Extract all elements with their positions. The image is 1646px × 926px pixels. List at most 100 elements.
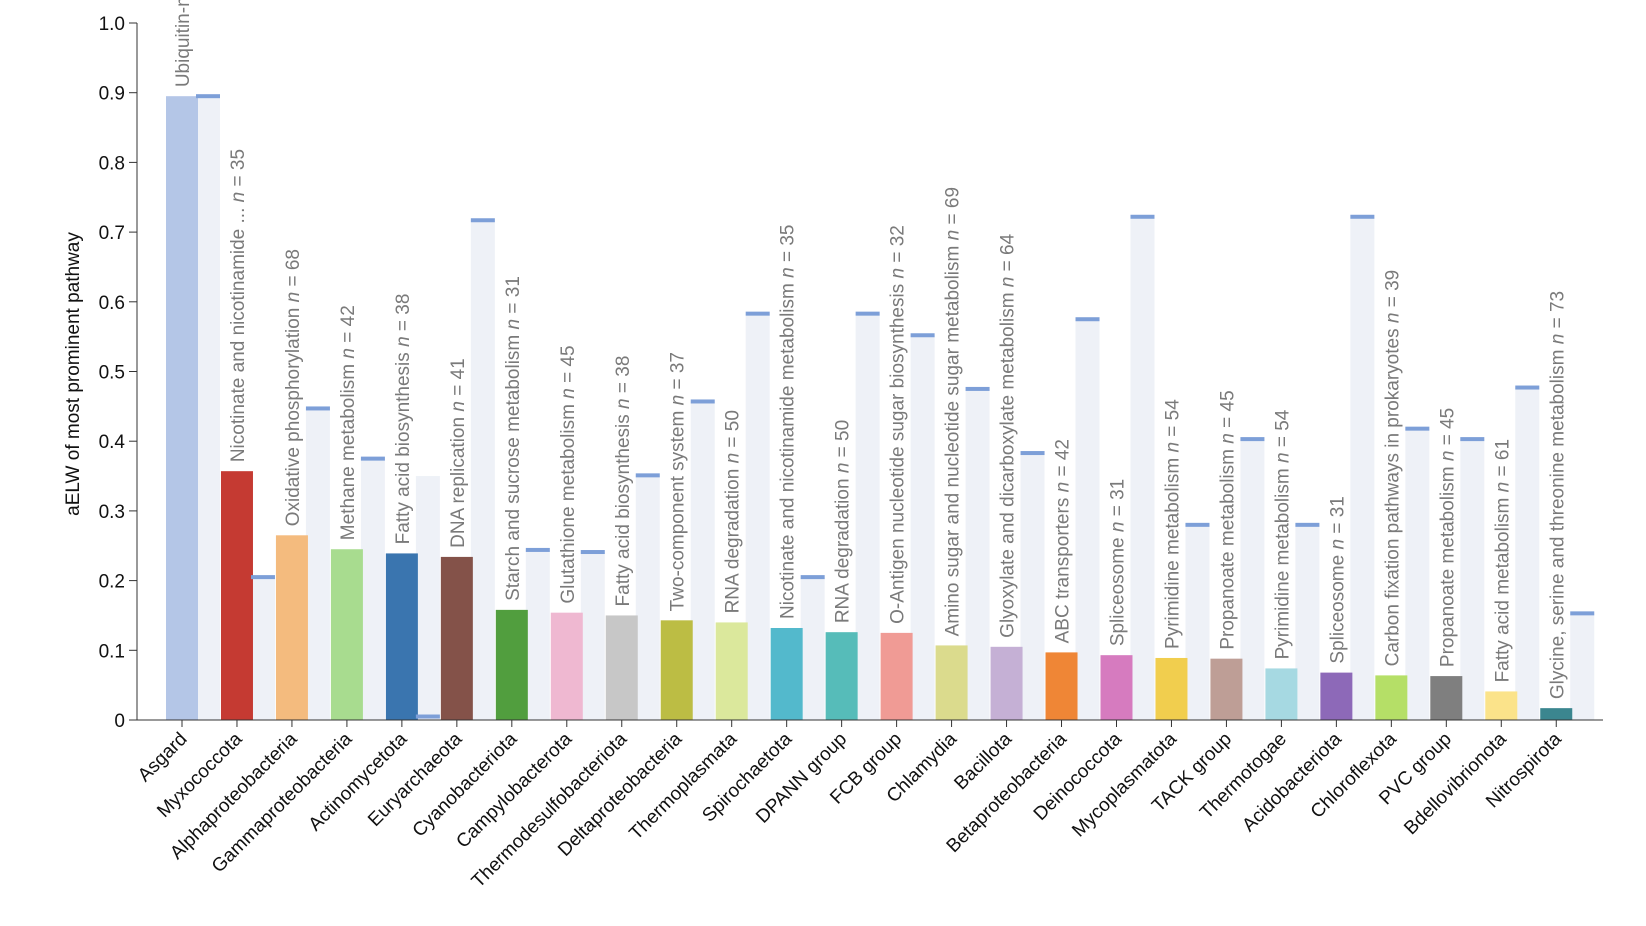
bar[interactable] bbox=[770, 627, 803, 720]
y-tick-label: 0.4 bbox=[99, 432, 126, 453]
reference-marker bbox=[800, 575, 825, 580]
y-tick-label: 0 bbox=[114, 711, 125, 732]
bar[interactable] bbox=[166, 96, 198, 720]
reference-marker bbox=[415, 714, 440, 719]
y-tick-label: 0.1 bbox=[99, 641, 125, 662]
reference-marker bbox=[1185, 522, 1210, 527]
background-bar bbox=[196, 96, 220, 720]
pathway-label: Pyrimidine metabolism n = 54 bbox=[1162, 399, 1183, 649]
bar[interactable] bbox=[1320, 672, 1353, 720]
bar[interactable] bbox=[880, 632, 913, 720]
y-tick-label: 0.2 bbox=[99, 572, 125, 593]
reference-marker bbox=[525, 547, 550, 552]
bar[interactable] bbox=[825, 632, 858, 720]
bar[interactable] bbox=[715, 622, 748, 720]
background-bar bbox=[800, 577, 825, 720]
background-bar bbox=[745, 313, 770, 720]
background-bar bbox=[1570, 613, 1595, 720]
reference-marker bbox=[1570, 611, 1595, 616]
bar[interactable] bbox=[1100, 655, 1133, 720]
reference-marker bbox=[360, 456, 385, 461]
bar[interactable] bbox=[990, 646, 1023, 720]
background-bar bbox=[1020, 453, 1045, 720]
pathway-label: DNA replication n = 41 bbox=[448, 358, 469, 548]
pathway-label: Fatty acid biosynthesis n = 38 bbox=[393, 294, 414, 545]
background-bar bbox=[250, 577, 275, 720]
pathway-label: Fatty acid biosynthesis n = 38 bbox=[613, 356, 634, 607]
background-bar bbox=[1130, 216, 1155, 721]
reference-marker bbox=[690, 399, 715, 404]
bar[interactable] bbox=[660, 620, 693, 720]
bar[interactable] bbox=[220, 471, 253, 720]
y-tick-label: 1.0 bbox=[99, 14, 125, 35]
reference-marker bbox=[1075, 317, 1100, 322]
background-bar bbox=[470, 220, 495, 720]
bar[interactable] bbox=[1210, 658, 1243, 720]
reference-marker bbox=[1405, 426, 1430, 431]
y-tick-label: 0.3 bbox=[99, 502, 125, 523]
bar[interactable] bbox=[1485, 691, 1518, 720]
bar[interactable] bbox=[495, 609, 528, 720]
reference-marker bbox=[305, 406, 330, 411]
reference-marker bbox=[635, 473, 660, 478]
background-bar bbox=[360, 458, 385, 720]
pathway-label: O-Antigen nucleotide sugar biosynthesis … bbox=[888, 225, 909, 624]
background-bar bbox=[580, 552, 605, 720]
x-tick-label: Acidobacteriota bbox=[1238, 728, 1346, 836]
reference-marker bbox=[745, 311, 770, 316]
bar[interactable] bbox=[1265, 668, 1298, 720]
background-bar bbox=[690, 401, 715, 720]
bar[interactable] bbox=[1045, 652, 1078, 720]
pathway-label: Fatty acid metabolism n = 61 bbox=[1492, 439, 1513, 682]
bar[interactable] bbox=[550, 612, 583, 720]
pathway-label: Propanoate metabolism n = 45 bbox=[1217, 390, 1238, 649]
reference-marker bbox=[1515, 385, 1540, 390]
pathway-label: Spliceosome n = 31 bbox=[1107, 479, 1128, 646]
reference-marker bbox=[580, 550, 605, 555]
bar[interactable] bbox=[935, 645, 968, 720]
background-bar bbox=[1295, 524, 1320, 720]
pathway-label: Glutathione metabolism n = 45 bbox=[558, 345, 579, 603]
pathway-label: Nicotinate and nicotinamide metabolism n… bbox=[778, 224, 799, 619]
pathway-label: Spliceosome n = 31 bbox=[1327, 496, 1348, 663]
bar[interactable] bbox=[1375, 675, 1408, 720]
bar[interactable] bbox=[330, 549, 363, 720]
reference-marker bbox=[1240, 437, 1265, 442]
reference-marker bbox=[1295, 522, 1320, 527]
reference-marker bbox=[1460, 437, 1485, 442]
background-bar bbox=[1240, 439, 1265, 720]
reference-marker bbox=[470, 218, 495, 223]
pathway-label: Pyrimidine metabolism n = 54 bbox=[1272, 409, 1293, 659]
reference-marker bbox=[1350, 214, 1375, 219]
bar[interactable] bbox=[605, 615, 638, 720]
bar[interactable] bbox=[1540, 708, 1573, 720]
bar[interactable] bbox=[275, 535, 308, 720]
y-axis-label: aELW of most prominent pathway bbox=[63, 232, 84, 516]
bar[interactable] bbox=[1430, 676, 1463, 720]
bar[interactable] bbox=[385, 553, 418, 720]
reference-marker bbox=[1130, 214, 1155, 219]
x-tick-label: Actinomycetota bbox=[305, 728, 412, 835]
reference-marker bbox=[910, 333, 935, 338]
background-bar bbox=[910, 335, 935, 720]
background-bar bbox=[525, 549, 550, 720]
background-bar bbox=[1405, 428, 1430, 720]
pathway-label: Nicotinate and nicotinamide ... n = 35 bbox=[228, 149, 249, 462]
background-bar bbox=[305, 408, 330, 720]
background-bar bbox=[1515, 387, 1540, 720]
pathway-label: Glyoxylate and dicarboxylate metabolism … bbox=[998, 233, 1019, 637]
pathway-label: ABC transporters n = 42 bbox=[1053, 439, 1074, 643]
pathway-label: Starch and sucrose metabolism n = 31 bbox=[503, 276, 524, 601]
bar[interactable] bbox=[440, 556, 473, 720]
background-bar bbox=[1460, 439, 1485, 720]
reference-marker bbox=[855, 311, 880, 316]
x-tick-label: Euryarchaeota bbox=[364, 728, 467, 831]
background-bar bbox=[1350, 216, 1375, 721]
reference-marker bbox=[250, 575, 275, 580]
pathway-label: Methane metabolism n = 42 bbox=[338, 305, 359, 540]
pathway-label: Two-component system n = 37 bbox=[668, 352, 689, 611]
reference-marker bbox=[965, 386, 990, 391]
bar[interactable] bbox=[1155, 657, 1188, 720]
